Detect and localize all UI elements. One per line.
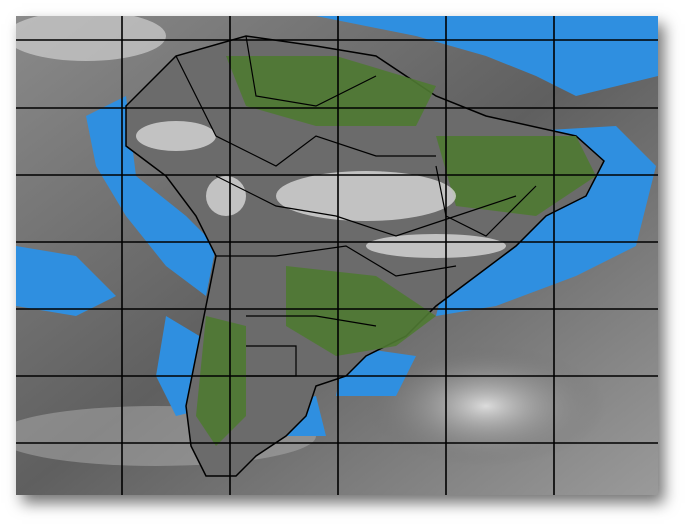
lat-lon-grid [16,16,658,495]
clouds-over-land [136,121,506,258]
country-borders [175,35,537,377]
satellite-map [16,16,658,495]
cloud-band [16,16,166,61]
map-canvas [16,16,658,495]
